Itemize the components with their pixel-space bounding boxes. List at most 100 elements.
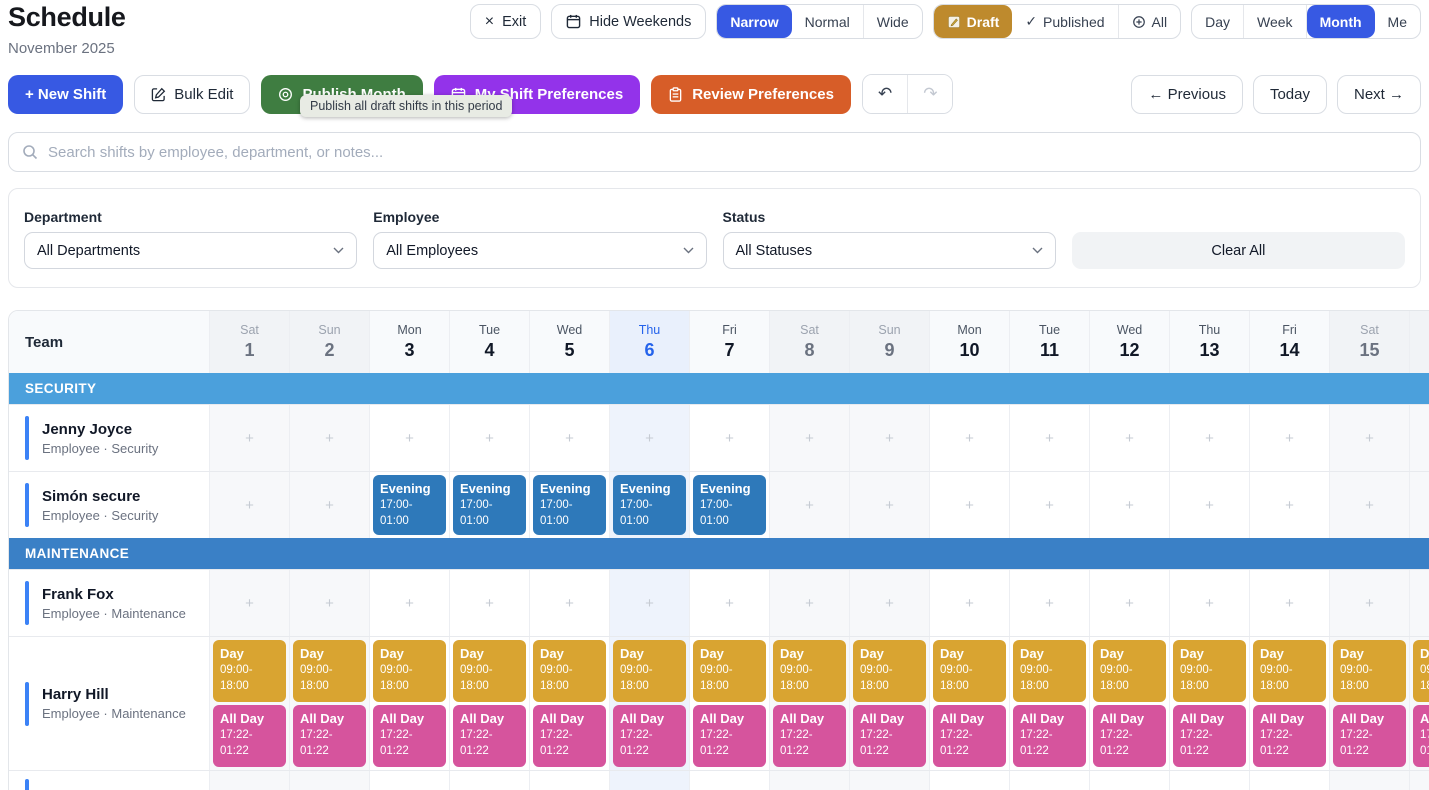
add-shift-cell[interactable]	[1249, 771, 1329, 790]
view-option-month[interactable]: Month	[1306, 5, 1375, 38]
add-shift-cell[interactable]: +	[1009, 472, 1089, 538]
density-option-normal[interactable]: Normal	[792, 5, 864, 38]
add-shift-cell[interactable]: +	[1089, 405, 1169, 471]
add-shift-cell[interactable]: +	[1329, 405, 1409, 471]
shift-chip[interactable]: Day 09:00- 18:00	[453, 640, 526, 702]
add-shift-cell[interactable]: +	[609, 570, 689, 636]
add-shift-cell[interactable]: +	[689, 570, 769, 636]
add-shift-cell[interactable]: +	[849, 570, 929, 636]
shift-chip[interactable]: All Day 17:22- 01:22	[373, 705, 446, 767]
add-shift-cell[interactable]	[1329, 771, 1409, 790]
shift-chip[interactable]: All Day 17:22- 01:22	[1413, 705, 1429, 767]
undo-button[interactable]: ↶	[862, 75, 909, 113]
redo-button[interactable]: ↷	[908, 75, 953, 113]
add-shift-cell[interactable]	[1089, 771, 1169, 790]
view-option-week[interactable]: Week	[1244, 5, 1307, 38]
shift-chip[interactable]: Day 09:00- 18:00	[613, 640, 686, 702]
shift-chip[interactable]: All Day 17:22- 01:22	[533, 705, 606, 767]
employee-select[interactable]: All Employees	[373, 232, 707, 269]
add-shift-cell[interactable]	[529, 771, 609, 790]
review-preferences-button[interactable]: Review Preferences	[651, 74, 851, 114]
shift-chip[interactable]: All Day 17:22- 01:22	[613, 705, 686, 767]
add-shift-cell[interactable]	[289, 771, 369, 790]
shift-chip[interactable]: Evening 17:00- 01:00	[453, 475, 526, 535]
status-select[interactable]: All Statuses	[722, 232, 1056, 269]
status-option-draft[interactable]: Draft	[933, 5, 1013, 38]
add-shift-cell[interactable]	[689, 771, 769, 790]
shift-chip[interactable]: All Day 17:22- 01:22	[1333, 705, 1406, 767]
shift-chip[interactable]: Day 09:00- 18:00	[1093, 640, 1166, 702]
add-shift-cell[interactable]: +	[1089, 472, 1169, 538]
shift-chip[interactable]: All Day 17:22- 01:22	[933, 705, 1006, 767]
shift-chip[interactable]: Evening 17:00- 01:00	[613, 475, 686, 535]
next-button[interactable]: Next →	[1336, 74, 1421, 114]
shift-chip[interactable]: All Day 17:22- 01:22	[293, 705, 366, 767]
shift-chip[interactable]: Day 09:00- 18:00	[1413, 640, 1429, 702]
add-shift-cell[interactable]	[929, 771, 1009, 790]
shift-chip[interactable]: Day 09:00- 18:00	[693, 640, 766, 702]
department-select[interactable]: All Departments	[24, 232, 358, 269]
shift-chip[interactable]: Day 09:00- 18:00	[373, 640, 446, 702]
add-shift-cell[interactable]: +	[769, 472, 849, 538]
shift-chip[interactable]: Day 09:00- 18:00	[533, 640, 606, 702]
add-shift-cell[interactable]: +	[1329, 570, 1409, 636]
add-shift-cell[interactable]: +	[1249, 405, 1329, 471]
shift-chip[interactable]: Day 09:00- 18:00	[773, 640, 846, 702]
density-option-wide[interactable]: Wide	[876, 13, 909, 30]
add-shift-cell[interactable]: +	[1249, 570, 1329, 636]
add-shift-cell[interactable]: +	[1249, 472, 1329, 538]
add-shift-cell[interactable]: +	[449, 570, 529, 636]
view-option-me[interactable]: Me	[1387, 13, 1407, 30]
density-option-narrow[interactable]: Narrow	[717, 5, 792, 38]
add-shift-cell[interactable]: +	[1169, 472, 1249, 538]
shift-chip[interactable]: All Day 17:22- 01:22	[453, 705, 526, 767]
shift-chip[interactable]: Day 09:00- 18:00	[1253, 640, 1326, 702]
shift-chip[interactable]: All Day 17:22- 01:22	[773, 705, 846, 767]
add-shift-cell[interactable]: +	[929, 405, 1009, 471]
add-shift-cell[interactable]: +	[689, 405, 769, 471]
add-shift-cell[interactable]: +	[1329, 472, 1409, 538]
add-shift-cell[interactable]: +	[929, 472, 1009, 538]
add-shift-cell[interactable]	[369, 771, 449, 790]
add-shift-cell[interactable]: +	[1409, 472, 1429, 538]
add-shift-cell[interactable]: +	[1009, 570, 1089, 636]
add-shift-cell[interactable]: +	[1169, 570, 1249, 636]
status-option-all[interactable]: All	[1119, 5, 1181, 38]
shift-chip[interactable]: Day 09:00- 18:00	[213, 640, 286, 702]
add-shift-cell[interactable]	[849, 771, 929, 790]
shift-chip[interactable]: Day 09:00- 18:00	[933, 640, 1006, 702]
hide-weekends-button[interactable]: Hide Weekends	[551, 4, 707, 39]
shift-chip[interactable]: All Day 17:22- 01:22	[1173, 705, 1246, 767]
add-shift-cell[interactable]	[1009, 771, 1089, 790]
new-shift-button[interactable]: + New Shift	[8, 74, 124, 114]
add-shift-cell[interactable]: +	[1169, 405, 1249, 471]
clear-all-button[interactable]: Clear All	[1071, 232, 1405, 269]
today-button[interactable]: Today	[1252, 74, 1327, 114]
add-shift-cell[interactable]: +	[209, 405, 289, 471]
add-shift-cell[interactable]	[609, 771, 689, 790]
shift-chip[interactable]: All Day 17:22- 01:22	[853, 705, 926, 767]
add-shift-cell[interactable]: +	[529, 405, 609, 471]
add-shift-cell[interactable]: +	[1089, 570, 1169, 636]
shift-chip[interactable]: All Day 17:22- 01:22	[1093, 705, 1166, 767]
shift-chip[interactable]: All Day 17:22- 01:22	[213, 705, 286, 767]
shift-chip[interactable]: Day 09:00- 18:00	[853, 640, 926, 702]
add-shift-cell[interactable]: +	[289, 405, 369, 471]
add-shift-cell[interactable]: +	[449, 405, 529, 471]
shift-chip[interactable]: Day 09:00- 18:00	[1173, 640, 1246, 702]
add-shift-cell[interactable]: +	[929, 570, 1009, 636]
add-shift-cell[interactable]: +	[1409, 405, 1429, 471]
add-shift-cell[interactable]: +	[1409, 570, 1429, 636]
add-shift-cell[interactable]: +	[769, 570, 849, 636]
shift-chip[interactable]: Evening 17:00- 01:00	[373, 475, 446, 535]
add-shift-cell[interactable]: +	[849, 405, 929, 471]
add-shift-cell[interactable]: +	[769, 405, 849, 471]
search-input[interactable]	[48, 143, 1407, 161]
shift-chip[interactable]: Evening 17:00- 01:00	[693, 475, 766, 535]
add-shift-cell[interactable]: +	[369, 405, 449, 471]
add-shift-cell[interactable]: +	[209, 472, 289, 538]
shift-chip[interactable]: Day 09:00- 18:00	[1333, 640, 1406, 702]
bulk-edit-button[interactable]: Bulk Edit	[134, 74, 251, 114]
add-shift-cell[interactable]: +	[369, 570, 449, 636]
add-shift-cell[interactable]: +	[1009, 405, 1089, 471]
